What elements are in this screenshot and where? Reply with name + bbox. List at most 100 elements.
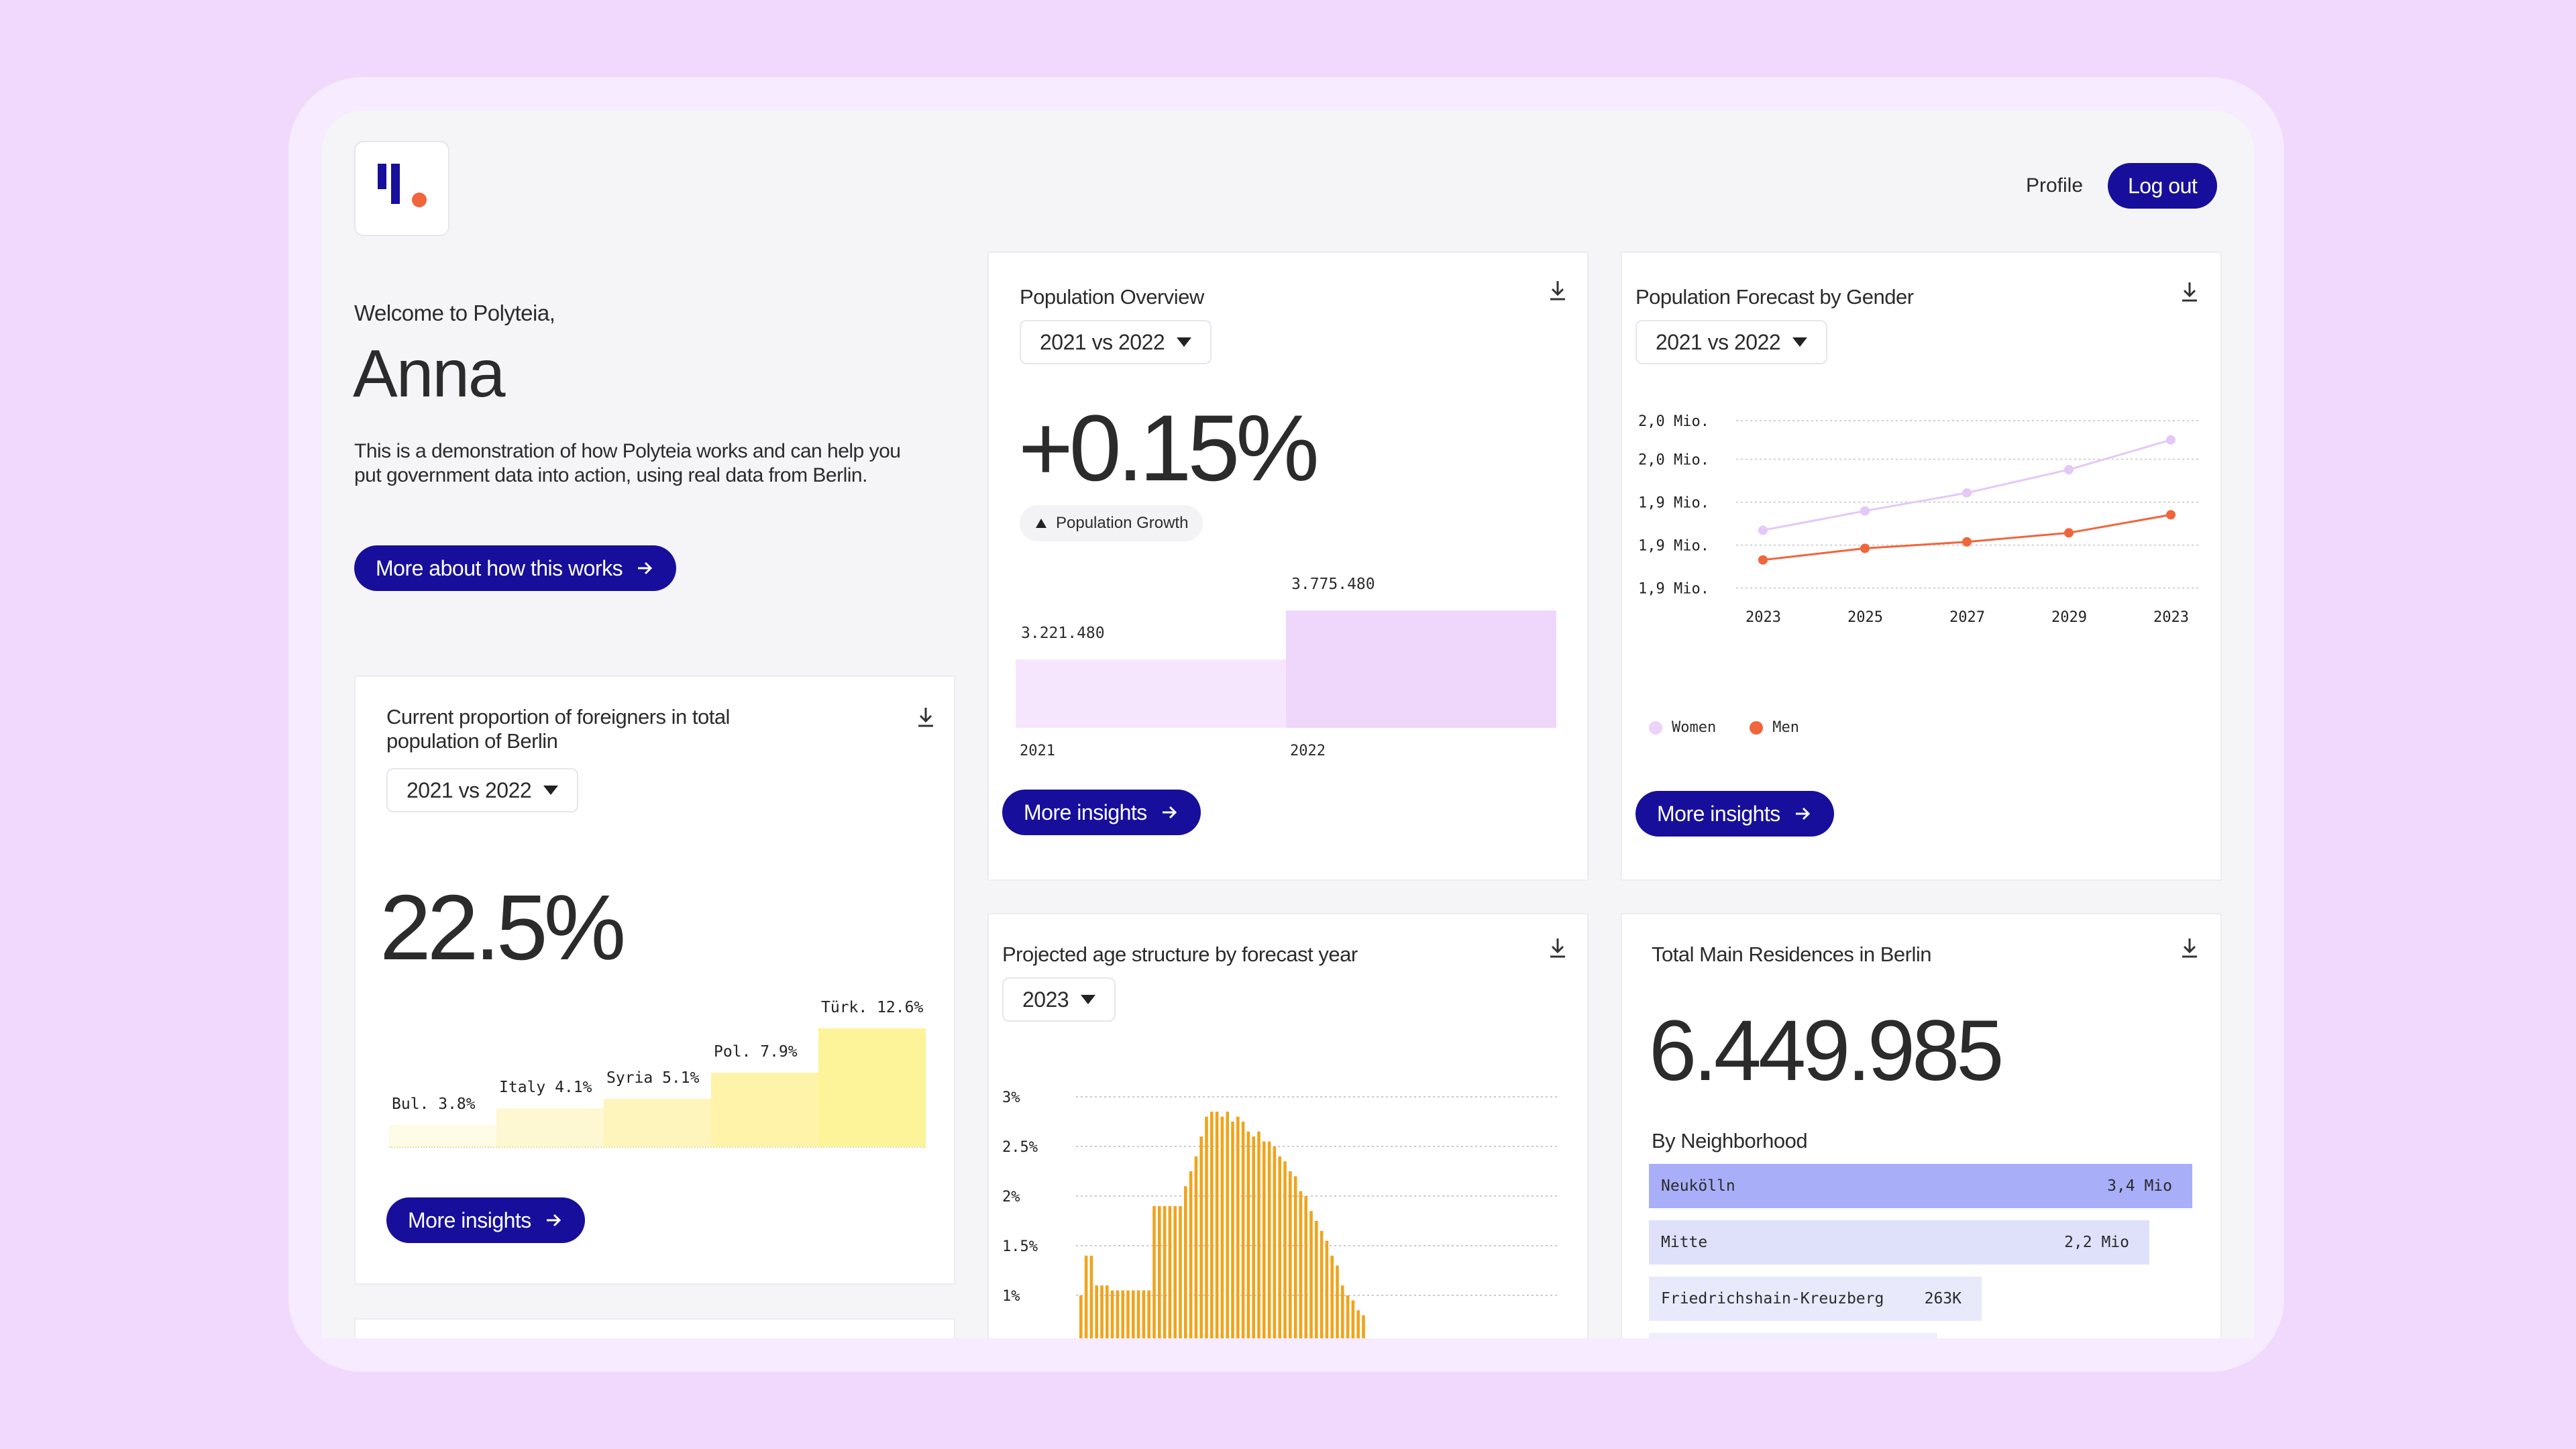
- card-title: Population Overview: [1020, 285, 1204, 309]
- y-tick-label: 1%: [1002, 1288, 1020, 1305]
- gender-forecast-card: Population Forecast by Gender 2021 vs 20…: [1621, 252, 2222, 881]
- neighborhood-subtitle: By Neighborhood: [1652, 1129, 1808, 1152]
- neighborhood-value: 3,4 Mio: [2107, 1177, 2172, 1195]
- age-bar: [1226, 1112, 1229, 1338]
- population-growth-badge: Population Growth: [1020, 505, 1203, 541]
- period-select[interactable]: 2021 vs 2022: [1020, 320, 1212, 364]
- neighborhood-row[interactable]: Neukölln 3,4 Mio: [1649, 1164, 2192, 1208]
- kpi-value: 22.5%: [380, 876, 626, 979]
- age-bar: [1168, 1205, 1172, 1338]
- data-point-men: [2166, 510, 2176, 520]
- foreigners-bar-chart: Bul. 3.8% Italy 4.1% Syria 5.1% Pol. 7.9% Tü…: [389, 985, 939, 1153]
- age-bar: [1095, 1285, 1098, 1338]
- country-bar: [389, 1125, 496, 1146]
- legend-swatch-men: [1750, 720, 1764, 735]
- neighborhood-value: 2,2 Mio: [2064, 1234, 2129, 1251]
- download-icon[interactable]: [2176, 278, 2203, 305]
- data-point-women: [2166, 435, 2176, 445]
- next-card-peek: [354, 1318, 955, 1338]
- download-icon[interactable]: [912, 704, 939, 731]
- more-insights-label: More insights: [1657, 801, 1780, 826]
- card-title: Projected age structure by forecast year: [1002, 943, 1358, 966]
- download-icon[interactable]: [1544, 277, 1571, 304]
- age-bar: [1136, 1290, 1140, 1338]
- caret-down-icon: [1792, 337, 1808, 347]
- about-button[interactable]: More about how this works: [354, 545, 677, 591]
- data-point-men: [1860, 543, 1870, 553]
- data-point-women: [2064, 465, 2074, 475]
- more-insights-button[interactable]: More insights: [386, 1197, 585, 1243]
- age-bar: [1267, 1141, 1271, 1338]
- age-bar: [1289, 1171, 1292, 1338]
- age-bar: [1362, 1315, 1365, 1338]
- age-bar: [1189, 1171, 1193, 1338]
- x-tick-label: 2025: [1847, 609, 1883, 626]
- caret-down-icon: [543, 786, 559, 795]
- more-insights-button[interactable]: More insights: [1635, 791, 1834, 837]
- profile-link[interactable]: Profile: [2026, 174, 2084, 197]
- x-tick-label: 2027: [1949, 609, 1985, 626]
- arrow-right-icon: [1795, 807, 1810, 820]
- bar-2022: [1286, 610, 1556, 728]
- logout-button[interactable]: Log out: [2108, 163, 2218, 209]
- neighborhood-row[interactable]: Mitte 2,2 Mio: [1649, 1220, 2149, 1265]
- country-bar: [818, 1028, 926, 1146]
- age-bar: [1220, 1116, 1224, 1338]
- age-bar: [1100, 1285, 1104, 1338]
- age-bar: [1121, 1290, 1124, 1338]
- period-select[interactable]: 2021 vs 2022: [386, 768, 579, 812]
- residences-card: Total Main Residences in Berlin 6.449.98…: [1621, 913, 2222, 1338]
- year-select[interactable]: 2023: [1002, 977, 1116, 1022]
- population-bar-chart: 3.221.480 2021 3.775.480 2022: [1016, 575, 1572, 759]
- more-insights-button[interactable]: More insights: [1002, 790, 1201, 835]
- gender-line-chart: 2,0 Mio. 2,0 Mio. 1,9 Mio. 1,9 Mio. 1,9 Mio.…: [1635, 413, 2206, 629]
- age-bar: [1283, 1161, 1287, 1338]
- x-tick-label: 2029: [2051, 609, 2087, 626]
- age-bar-chart: 3% 2.5% 2% 1.5% 1%: [1002, 1075, 1566, 1338]
- bar-value-label: 3.775.480: [1291, 576, 1375, 593]
- neighborhood-row[interactable]: [1649, 1333, 1937, 1338]
- neighborhood-name: Friedrichshain-Kreuzberg: [1661, 1290, 1884, 1307]
- y-tick-label: 1,9 Mio.: [1638, 581, 1709, 598]
- about-button-label: More about how this works: [376, 555, 623, 580]
- baseline: [389, 1146, 926, 1148]
- y-tick-label: 1,9 Mio.: [1638, 495, 1709, 512]
- age-bar: [1325, 1240, 1329, 1338]
- more-insights-label: More insights: [408, 1208, 531, 1232]
- age-bar: [1132, 1290, 1135, 1338]
- age-bar: [1252, 1136, 1255, 1338]
- legend-women: Women: [1672, 719, 1717, 736]
- user-name: Anna: [353, 336, 506, 411]
- age-bar: [1194, 1156, 1198, 1338]
- country-bar-label: Syria 5.1%: [606, 1069, 700, 1087]
- country-bar-label: Bul. 3.8%: [392, 1095, 476, 1114]
- gender-line-svg: 2,0 Mio. 2,0 Mio. 1,9 Mio. 1,9 Mio. 1,9 Mio.…: [1638, 413, 2199, 626]
- age-bar: [1110, 1290, 1114, 1338]
- card-title: Current proportion of foreigners in tota…: [386, 705, 730, 753]
- polyteia-logo[interactable]: [354, 141, 449, 236]
- device-frame: Profile Log out Welcome to Polyteia, Ann…: [288, 77, 2284, 1372]
- age-bar: [1116, 1290, 1120, 1338]
- more-insights-label: More insights: [1024, 800, 1147, 824]
- age-bar: [1231, 1122, 1234, 1338]
- download-icon[interactable]: [1544, 934, 1571, 961]
- age-bar: [1320, 1230, 1324, 1338]
- y-tick-label: 2%: [1002, 1189, 1020, 1205]
- age-bar: [1304, 1196, 1307, 1338]
- age-bar: [1142, 1290, 1146, 1338]
- download-icon[interactable]: [2176, 934, 2203, 961]
- age-bar: [1236, 1116, 1240, 1338]
- age-bar: [1309, 1211, 1313, 1338]
- age-bar: [1336, 1265, 1339, 1338]
- select-value: 2021 vs 2022: [407, 777, 532, 802]
- caret-down-icon: [1177, 337, 1192, 347]
- bar-value-label: 3.221.480: [1021, 625, 1105, 643]
- data-point-women: [1758, 525, 1768, 535]
- country-bar-label: Pol. 7.9%: [714, 1042, 798, 1061]
- arrow-right-icon: [1162, 806, 1177, 819]
- bar-year-label: 2021: [1020, 743, 1055, 759]
- age-bar: [1163, 1205, 1167, 1338]
- neighborhood-row[interactable]: Friedrichshain-Kreuzberg 263K: [1649, 1277, 1982, 1321]
- age-bar: [1341, 1285, 1344, 1338]
- period-select[interactable]: 2021 vs 2022: [1635, 320, 1828, 364]
